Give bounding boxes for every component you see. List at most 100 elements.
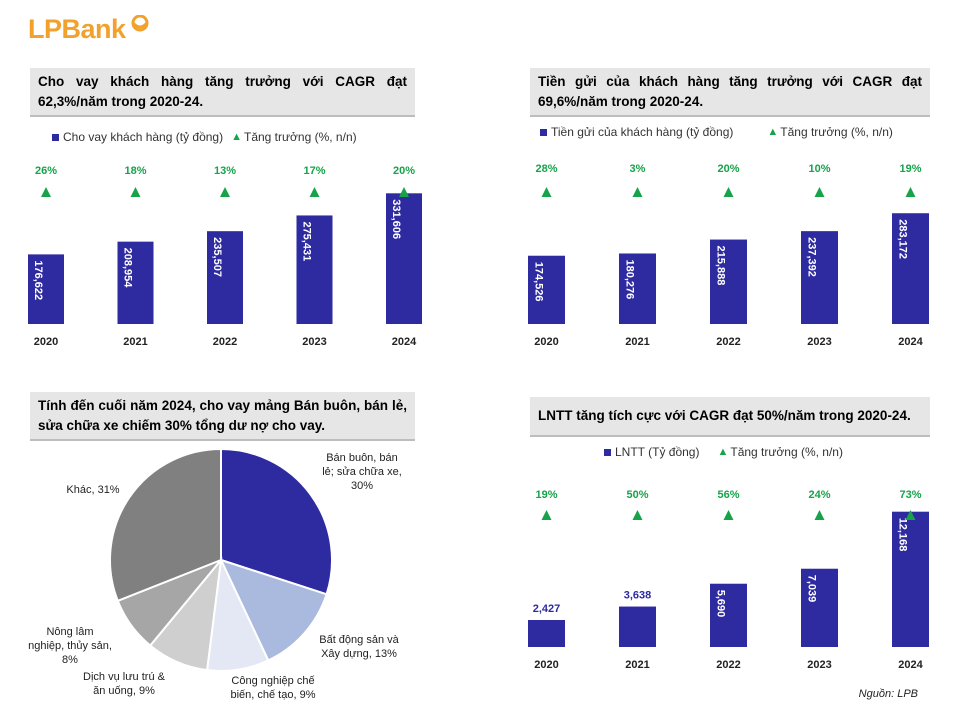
- bar-swatch-icon: [52, 133, 59, 141]
- deposits-legend-bar-label: Tiền gửi của khách hàng (tỷ đồng): [551, 125, 734, 139]
- loans-growth-marker: [220, 187, 230, 197]
- pie-slice: [220, 447, 333, 596]
- deposits-bar: [892, 213, 929, 324]
- deposits-growth-label: 3%: [630, 163, 646, 175]
- loans-legend: Cho vay khách hàng (tỷ đồng) ▲ Tăng trưởn…: [52, 130, 357, 144]
- profit-bar-value-label: 12,168: [897, 518, 909, 552]
- profit-bar-value-label: 7,039: [806, 575, 818, 603]
- profit-growth-label: 24%: [808, 489, 830, 501]
- pie-slice-label: Dịch vụ lưu trú & ăn uống, 9%: [83, 671, 166, 697]
- loans-category-label: 2023: [302, 336, 326, 348]
- deposits-category-label: 2023: [807, 336, 831, 348]
- growth-triangle-icon: ▲: [767, 126, 779, 138]
- deposits-bar-value-label: 283,172: [897, 219, 909, 259]
- profit-growth-marker: [814, 510, 825, 520]
- deposits-growth-label: 19%: [899, 163, 921, 175]
- growth-triangle-icon: ▲: [231, 131, 242, 143]
- deposits-legend-growth-label: Tăng trưởng (%, n/n): [780, 125, 893, 139]
- deposits-bar: [801, 231, 838, 324]
- deposits-growth-label: 28%: [535, 163, 557, 175]
- profit-legend-bar-label: LNTT (Tỷ đồng): [615, 445, 700, 459]
- loans-growth-label: 20%: [393, 165, 415, 177]
- source-note: Nguồn: LPB: [858, 688, 918, 700]
- deposits-category-label: 2024: [898, 336, 923, 348]
- profit-bar-value-label: 3,638: [624, 590, 652, 602]
- pie-slice: [219, 558, 328, 662]
- bar-swatch-icon: [604, 448, 611, 456]
- profit-growth-label: 19%: [535, 489, 557, 501]
- profit-growth-label: 73%: [899, 489, 921, 501]
- loans-bar-chart: 176,622 26% 2020 208,954 18% 2021 235,507 13% 20…: [28, 165, 422, 348]
- loans-bar: [117, 241, 154, 324]
- profit-growth-marker: [905, 510, 916, 520]
- loans-bar-value-label: 176,622: [32, 260, 44, 300]
- profit-category-label: 2021: [625, 659, 649, 671]
- loans-category-label: 2024: [392, 336, 417, 348]
- profit-growth-label: 50%: [626, 489, 648, 501]
- deposits-bar: [619, 253, 656, 324]
- profit-category-label: 2020: [534, 659, 558, 671]
- deposits-bar-value-label: 174,526: [533, 262, 545, 302]
- profit-growth-marker: [632, 510, 643, 520]
- loans-bar: [296, 215, 333, 324]
- deposits-bar-chart: 174,526 28% 2020 180,276 3% 2021 215,888 20% 202…: [528, 163, 929, 348]
- loans-growth-marker: [309, 187, 320, 197]
- profit-bar-chart: 2,427 19% 2020 3,638 50% 2021 5,690 56% 2022 7,03…: [528, 489, 929, 671]
- deposits-bar: [528, 255, 565, 324]
- profit-bar: [892, 511, 929, 647]
- loans-bar-value-label: 208,954: [122, 248, 134, 289]
- deposits-bar-value-label: 237,392: [806, 237, 818, 277]
- deposits-growth-marker: [632, 187, 643, 197]
- loans-growth-label: 13%: [214, 165, 236, 177]
- profit-bar: [801, 568, 838, 647]
- loans-bar: [28, 254, 64, 324]
- profit-bar-value-label: 5,690: [715, 590, 727, 618]
- deposits-category-label: 2021: [625, 336, 649, 348]
- deposits-growth-marker: [723, 187, 734, 197]
- profit-legend: LNTT (Tỷ đồng) ▲ Tăng trưởng (%, n/n): [604, 445, 843, 459]
- deposits-growth-label: 10%: [808, 163, 830, 175]
- profit-legend-growth-label: Tăng trưởng (%, n/n): [730, 445, 843, 459]
- loans-bar-value-label: 235,507: [211, 237, 223, 277]
- profit-category-label: 2023: [807, 659, 831, 671]
- pie-slice-label: Bán buôn, bán lẻ; sửa chữa xe, 30%: [322, 452, 402, 492]
- pie-slice-label: Công nghiệp chế biến, chế tạo, 9%: [230, 675, 315, 701]
- profit-category-label: 2024: [898, 659, 923, 671]
- loans-growth-marker: [399, 187, 409, 197]
- deposits-category-label: 2022: [716, 336, 740, 348]
- lpbank-logo: LPBank: [28, 14, 153, 45]
- deposits-legend: Tiền gửi của khách hàng (tỷ đồng) ▲ Tăng …: [540, 125, 893, 139]
- loans-growth-marker: [130, 187, 141, 197]
- loans-category-label: 2020: [34, 336, 58, 348]
- profit-bar-value-label: 2,427: [533, 603, 561, 615]
- growth-triangle-icon: ▲: [717, 446, 729, 458]
- loans-category-label: 2022: [213, 336, 237, 348]
- loans-panel-title: Cho vay khách hàng tăng trưởng với CAGR …: [30, 68, 415, 117]
- pie-panel-title: Tính đến cuối năm 2024, cho vay mảng Bán…: [30, 392, 415, 441]
- deposits-panel-title: Tiền gửi của khách hàng tăng trưởng với …: [530, 68, 930, 117]
- deposits-growth-marker: [541, 187, 552, 197]
- profit-panel-title: LNTT tăng tích cực với CAGR đạt 50%/năm …: [530, 397, 930, 437]
- logo-smile-icon: [131, 14, 149, 31]
- loans-legend-bar-label: Cho vay khách hàng (tỷ đồng): [63, 130, 224, 144]
- deposits-bar-value-label: 215,888: [715, 246, 727, 286]
- deposits-bar: [710, 239, 747, 324]
- loans-growth-label: 26%: [35, 165, 57, 177]
- profit-growth-label: 56%: [717, 489, 739, 501]
- profit-growth-marker: [723, 510, 734, 520]
- loans-bar-value-label: 275,431: [301, 221, 313, 261]
- pie-chart: Bán buôn, bán lẻ; sửa chữa xe, 30% Bất động…: [28, 447, 402, 701]
- deposits-category-label: 2020: [534, 336, 558, 348]
- bar-swatch-icon: [540, 128, 547, 136]
- pie-slice: [109, 447, 222, 603]
- profit-bar: [619, 606, 656, 647]
- logo-text: LPBank: [28, 14, 126, 44]
- deposits-growth-label: 20%: [717, 163, 739, 175]
- deposits-growth-marker: [814, 187, 825, 197]
- profit-bar: [528, 620, 565, 647]
- loans-growth-marker: [41, 187, 51, 197]
- deposits-growth-marker: [905, 187, 916, 197]
- profit-bar: [710, 583, 747, 647]
- loans-bar: [386, 193, 422, 324]
- loans-legend-growth-label: Tăng trưởng (%, n/n): [244, 130, 357, 144]
